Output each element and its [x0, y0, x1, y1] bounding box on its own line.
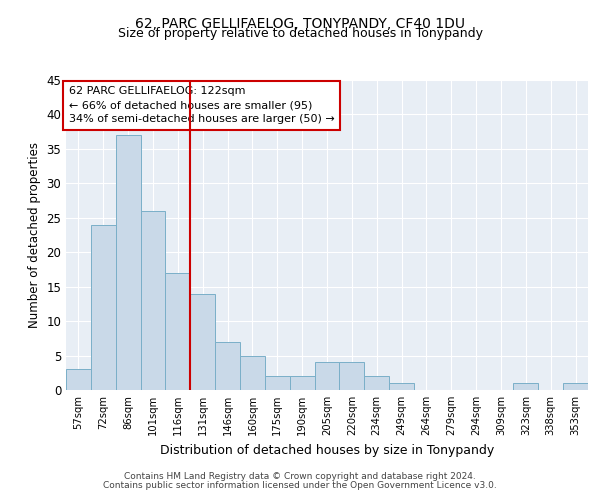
Bar [240, 356, 265, 390]
Bar [314, 362, 340, 390]
Text: Contains HM Land Registry data © Crown copyright and database right 2024.: Contains HM Land Registry data © Crown c… [124, 472, 476, 481]
Bar [514, 383, 538, 390]
Text: 62, PARC GELLIFAELOG, TONYPANDY, CF40 1DU: 62, PARC GELLIFAELOG, TONYPANDY, CF40 1D… [135, 18, 465, 32]
Bar [190, 294, 215, 390]
Bar [116, 135, 140, 390]
Bar [66, 370, 91, 390]
Bar [290, 376, 314, 390]
X-axis label: Distribution of detached houses by size in Tonypandy: Distribution of detached houses by size … [160, 444, 494, 456]
Text: Size of property relative to detached houses in Tonypandy: Size of property relative to detached ho… [118, 28, 482, 40]
Bar [364, 376, 389, 390]
Text: 62 PARC GELLIFAELOG: 122sqm
← 66% of detached houses are smaller (95)
34% of sem: 62 PARC GELLIFAELOG: 122sqm ← 66% of det… [68, 86, 334, 124]
Bar [563, 383, 588, 390]
Bar [140, 211, 166, 390]
Text: Contains public sector information licensed under the Open Government Licence v3: Contains public sector information licen… [103, 481, 497, 490]
Bar [91, 224, 116, 390]
Bar [340, 362, 364, 390]
Bar [166, 273, 190, 390]
Y-axis label: Number of detached properties: Number of detached properties [28, 142, 41, 328]
Bar [215, 342, 240, 390]
Bar [389, 383, 414, 390]
Bar [265, 376, 290, 390]
